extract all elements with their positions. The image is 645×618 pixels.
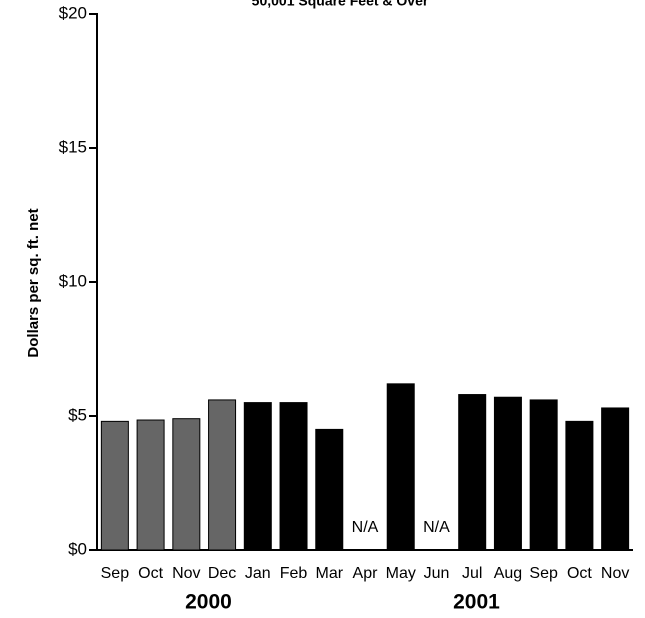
bar: [529, 399, 558, 551]
x-tick-label: Sep: [529, 565, 558, 582]
year-label: 2000: [185, 591, 232, 614]
x-tick-label: May: [386, 565, 416, 582]
bar: [565, 420, 594, 551]
bar: [279, 402, 308, 551]
x-tick-label: Jul: [462, 565, 482, 582]
x-tick-label: Nov: [172, 565, 200, 582]
x-tick-label: Sep: [101, 565, 130, 582]
value-label: N/A: [352, 519, 379, 536]
year-label: 2001: [453, 591, 500, 614]
x-tick-label: Mar: [315, 565, 343, 582]
y-axis-label: Dollars per sq. ft. net: [25, 208, 42, 357]
bar: [601, 407, 630, 551]
bar: [208, 399, 237, 551]
x-tick-label: Feb: [280, 565, 308, 582]
x-tick-label: Oct: [138, 565, 163, 582]
y-tick-label: $15: [59, 137, 87, 156]
value-label: N/A: [423, 519, 450, 536]
y-tick-label: $10: [59, 271, 87, 290]
y-tick-label: $0: [68, 539, 87, 558]
bar: [100, 420, 129, 551]
bar: [136, 419, 165, 551]
bar: [458, 394, 487, 551]
bar: [243, 402, 272, 551]
x-tick-label: Oct: [567, 565, 592, 582]
bar: [315, 428, 344, 551]
chart-title: 50,001 Square Feet & Over: [252, 0, 429, 9]
bar: [172, 418, 201, 551]
y-tick-label: $5: [68, 405, 87, 424]
x-tick-label: Jun: [424, 565, 450, 582]
bar: [386, 383, 415, 551]
y-tick-label: $20: [59, 3, 87, 22]
x-tick-label: Apr: [353, 565, 379, 582]
bar: [493, 396, 522, 551]
x-tick-label: Jan: [245, 565, 271, 582]
x-tick-label: Aug: [494, 565, 522, 582]
x-tick-label: Nov: [601, 565, 629, 582]
x-tick-label: Dec: [208, 565, 236, 582]
